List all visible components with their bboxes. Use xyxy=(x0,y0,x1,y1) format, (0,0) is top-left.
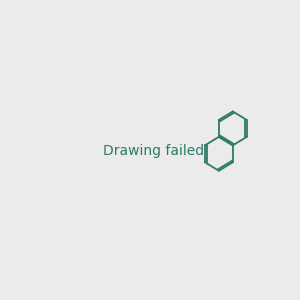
Text: Drawing failed: Drawing failed xyxy=(103,145,204,158)
